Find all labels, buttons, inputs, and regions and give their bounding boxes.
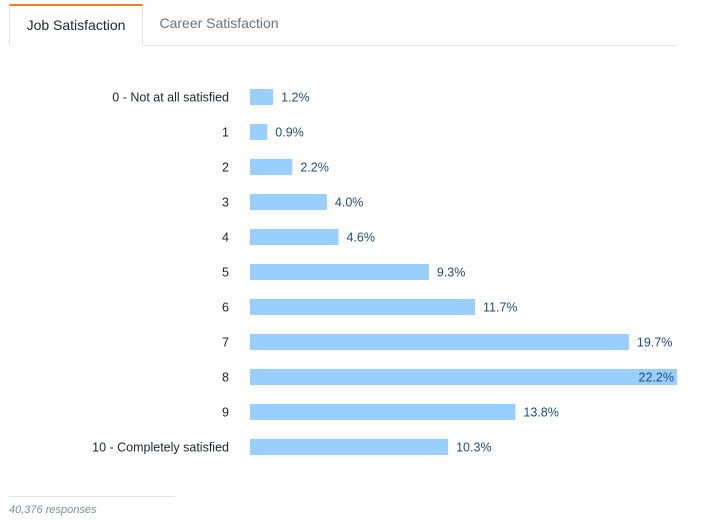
data-label: 11.7%	[483, 300, 518, 314]
bar	[250, 334, 629, 350]
bar	[250, 264, 429, 280]
data-label: 22.2%	[639, 370, 674, 384]
bar	[250, 229, 339, 245]
category-label: 9	[222, 405, 229, 419]
data-label: 1.2%	[281, 90, 310, 104]
category-label: 0 - Not at all satisfied	[112, 90, 229, 104]
data-label: 9.3%	[437, 265, 466, 279]
data-label: 4.6%	[346, 230, 375, 244]
category-label: 3	[222, 195, 229, 209]
category-label: 4	[222, 230, 229, 244]
data-label: 13.8%	[523, 405, 558, 419]
category-label: 5	[222, 265, 229, 279]
bar	[250, 299, 475, 315]
bar	[250, 159, 293, 175]
data-label: 19.7%	[637, 335, 672, 349]
category-label: 1	[222, 125, 229, 139]
job-satisfaction-bar-chart: 0 - Not at all satisfied 1.2%1 0.9%2 2.2%3 4…	[92, 89, 677, 455]
bar	[250, 369, 677, 385]
response-count: 40,376 responses	[9, 504, 97, 516]
category-label: 6	[222, 300, 229, 314]
bar	[250, 439, 449, 455]
tab-job-satisfaction[interactable]: Job Satisfaction	[9, 4, 143, 46]
data-label: 10.3%	[456, 440, 491, 454]
bar	[250, 404, 516, 420]
footer-divider	[9, 496, 175, 497]
category-label: 8	[222, 370, 229, 384]
tab-career-satisfaction[interactable]: Career Satisfaction	[159, 15, 279, 31]
data-label: 0.9%	[275, 125, 304, 139]
data-label: 2.2%	[300, 160, 329, 174]
tab-bar: Job Satisfaction Career Satisfaction	[9, 4, 677, 46]
category-label: 2	[222, 160, 229, 174]
bar	[250, 124, 268, 140]
bar	[250, 89, 274, 105]
bar	[250, 194, 327, 210]
data-label: 4.0%	[335, 195, 364, 209]
category-label: 7	[222, 335, 229, 349]
category-label: 10 - Completely satisfied	[92, 440, 229, 454]
